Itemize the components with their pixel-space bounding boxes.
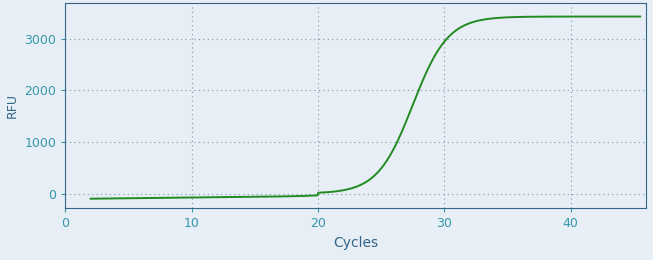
X-axis label: Cycles: Cycles [333, 236, 379, 250]
Y-axis label: RFU: RFU [6, 93, 19, 118]
